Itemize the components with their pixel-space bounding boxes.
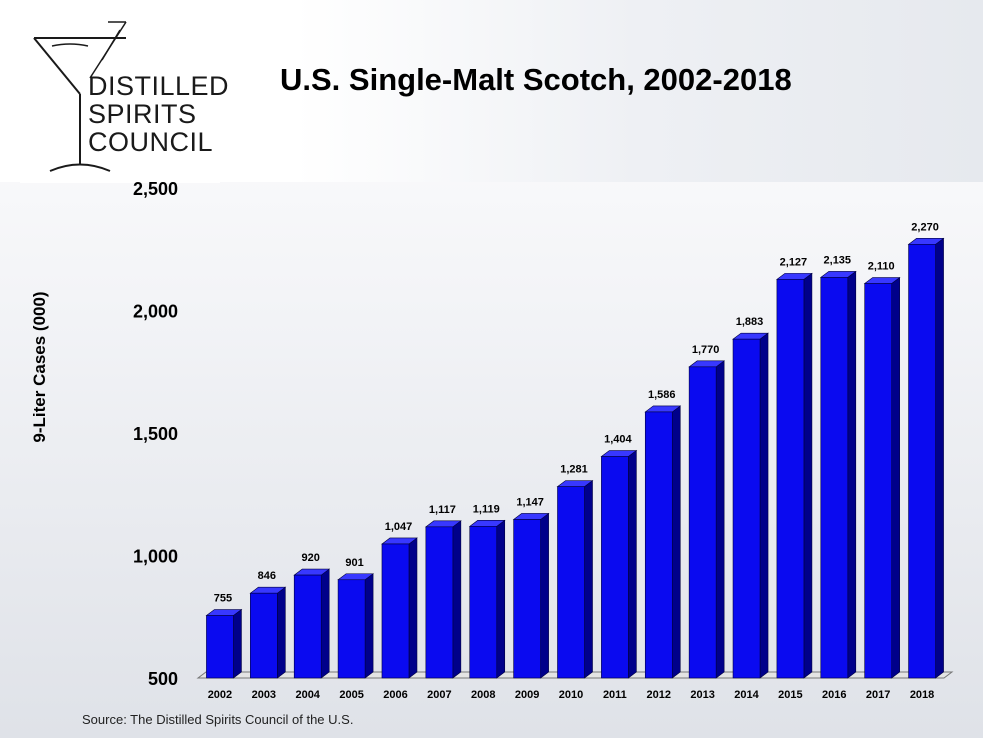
bar-side [408,537,418,679]
bar [601,456,629,679]
data-label: 1,117 [429,504,456,516]
bar [864,283,892,679]
bar-side [671,405,681,679]
logo-text-line2: SPIRITS [88,99,197,129]
data-label: 1,147 [516,496,544,508]
x-tick-label: 2005 [339,689,363,701]
x-tick-label: 2011 [603,689,627,701]
bar-side [803,272,813,679]
bar-side [540,512,549,679]
bar-side [935,237,944,679]
data-label: 1,119 [473,503,500,515]
bar [425,526,454,679]
x-tick-label: 2012 [647,689,671,701]
bar-side [496,519,506,679]
bar [293,574,322,679]
data-label: 1,281 [560,464,588,476]
x-tick-label: 2016 [822,689,846,701]
data-label: 901 [345,557,363,569]
x-tick-label: 2015 [778,689,802,701]
x-tick-label: 2004 [295,689,320,701]
x-tick-label: 2008 [471,689,495,701]
bar-side [364,573,374,679]
y-tick-label: 1,000 [133,547,178,567]
x-tick-label: 2003 [252,689,276,701]
data-label: 846 [258,570,276,582]
bar-side [452,520,462,679]
data-label: 2,135 [824,254,852,266]
data-label: 2,110 [868,261,895,273]
data-label: 1,047 [385,521,413,533]
bar [381,543,410,679]
bar [644,411,673,679]
bar [513,519,541,679]
bar-side [584,480,593,679]
source-note: Source: The Distilled Spirits Council of… [82,712,354,727]
y-tick-label: 500 [148,669,178,689]
data-label: 755 [214,593,232,605]
data-label: 1,586 [648,389,676,401]
bar-side [277,586,286,679]
logo-text-line3: COUNCIL [88,127,214,157]
bar [557,486,585,679]
x-tick-label: 2014 [734,689,759,701]
bar [820,277,849,679]
data-label: 1,770 [692,344,720,356]
x-tick-label: 2013 [690,689,714,701]
x-tick-label: 2002 [208,689,232,701]
bar-side [715,360,725,679]
logo: DISTILLED SPIRITS COUNCIL [20,8,229,183]
bar [337,579,366,679]
martini-glass-icon [33,21,127,172]
bar-side [320,568,330,679]
bar [908,244,936,679]
bar [250,592,278,679]
data-label: 2,127 [780,256,808,268]
data-label: 1,883 [736,316,764,328]
y-tick-label: 2,000 [133,302,178,322]
bar-side [891,276,900,679]
bar [776,279,805,679]
data-label: 920 [302,552,320,564]
y-tick-label: 1,500 [133,424,178,444]
bar-side [233,608,242,679]
bar-side [759,332,769,679]
chart-title: U.S. Single-Malt Scotch, 2002-2018 [280,62,792,97]
x-tick-label: 2018 [910,689,934,701]
logo-text-line1: DISTILLED [88,71,230,101]
x-tick-label: 2009 [515,689,539,701]
bar [469,526,498,679]
x-tick-label: 2006 [383,689,407,701]
x-tick-label: 2017 [866,689,890,701]
x-tick-label: 2010 [559,689,583,701]
bar-side [847,270,857,679]
bar [688,366,717,679]
bar-side [628,449,637,679]
data-label: 2,270 [911,221,939,233]
bar [206,615,234,679]
data-label: 1,404 [604,434,632,446]
y-tick-label: 2,500 [133,179,178,199]
x-tick-label: 2007 [427,689,451,701]
bar [732,338,761,679]
